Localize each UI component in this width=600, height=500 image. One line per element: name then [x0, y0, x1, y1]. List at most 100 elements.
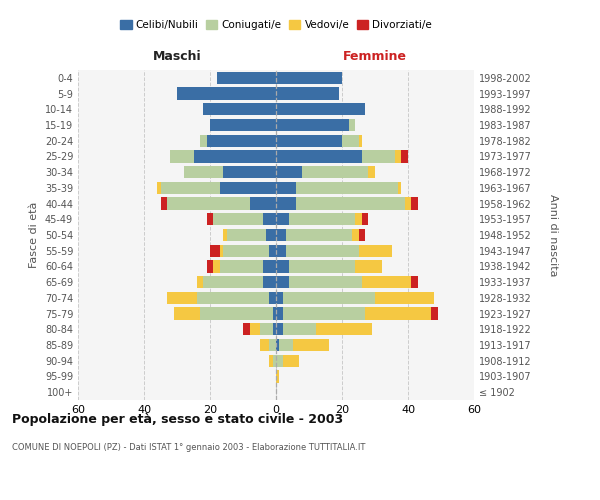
- Bar: [276, 166, 302, 178]
- Bar: [206, 213, 276, 226]
- Bar: [200, 308, 276, 320]
- Bar: [269, 339, 276, 351]
- Bar: [167, 198, 276, 209]
- Bar: [276, 292, 375, 304]
- Bar: [206, 134, 276, 147]
- Bar: [203, 103, 276, 116]
- Bar: [276, 323, 372, 336]
- Bar: [276, 244, 392, 257]
- Bar: [210, 119, 276, 131]
- Bar: [276, 370, 280, 382]
- Bar: [276, 339, 293, 351]
- Bar: [200, 134, 276, 147]
- Bar: [250, 323, 276, 336]
- Bar: [276, 103, 365, 116]
- Bar: [161, 182, 276, 194]
- Bar: [276, 119, 355, 131]
- Bar: [177, 88, 276, 100]
- Bar: [269, 354, 276, 367]
- Bar: [177, 88, 276, 100]
- Bar: [203, 276, 276, 288]
- Bar: [276, 229, 352, 241]
- Bar: [276, 119, 355, 131]
- Bar: [197, 276, 276, 288]
- Bar: [276, 134, 362, 147]
- Text: Popolazione per età, sesso e stato civile - 2003: Popolazione per età, sesso e stato civil…: [12, 412, 343, 426]
- Bar: [263, 260, 276, 272]
- Bar: [276, 72, 342, 84]
- Bar: [276, 134, 342, 147]
- Bar: [276, 198, 412, 209]
- Bar: [276, 244, 359, 257]
- Bar: [197, 276, 276, 288]
- Bar: [276, 370, 280, 382]
- Bar: [276, 354, 299, 367]
- Bar: [210, 119, 276, 131]
- Bar: [276, 182, 398, 194]
- Bar: [276, 88, 338, 100]
- Bar: [276, 213, 362, 226]
- Bar: [276, 339, 280, 351]
- Bar: [276, 134, 362, 147]
- Bar: [227, 229, 276, 241]
- Bar: [184, 166, 276, 178]
- Bar: [276, 166, 375, 178]
- Bar: [263, 213, 276, 226]
- Bar: [217, 72, 276, 84]
- Bar: [276, 260, 382, 272]
- Bar: [276, 276, 289, 288]
- Bar: [276, 229, 286, 241]
- Bar: [276, 150, 395, 162]
- Bar: [276, 292, 283, 304]
- Bar: [157, 182, 276, 194]
- Y-axis label: Fasce di età: Fasce di età: [29, 202, 39, 268]
- Bar: [276, 198, 404, 209]
- Text: Maschi: Maschi: [152, 50, 202, 64]
- Bar: [260, 323, 276, 336]
- Bar: [214, 213, 276, 226]
- Bar: [217, 72, 276, 84]
- Bar: [276, 292, 434, 304]
- Bar: [276, 166, 375, 178]
- Bar: [214, 213, 276, 226]
- Bar: [260, 339, 276, 351]
- Bar: [266, 229, 276, 241]
- Bar: [203, 103, 276, 116]
- Bar: [276, 182, 296, 194]
- Bar: [174, 308, 276, 320]
- Bar: [276, 323, 316, 336]
- Bar: [177, 88, 276, 100]
- Bar: [276, 103, 365, 116]
- Bar: [193, 150, 276, 162]
- Bar: [206, 260, 276, 272]
- Bar: [217, 72, 276, 84]
- Bar: [276, 119, 349, 131]
- Bar: [276, 244, 286, 257]
- Bar: [276, 150, 362, 162]
- Bar: [276, 323, 372, 336]
- Bar: [174, 308, 276, 320]
- Bar: [210, 119, 276, 131]
- Bar: [200, 134, 276, 147]
- Bar: [276, 354, 283, 367]
- Bar: [184, 166, 276, 178]
- Bar: [276, 260, 382, 272]
- Bar: [170, 150, 276, 162]
- Bar: [276, 229, 359, 241]
- Bar: [170, 150, 276, 162]
- Bar: [184, 166, 276, 178]
- Bar: [276, 72, 342, 84]
- Bar: [161, 198, 276, 209]
- Bar: [276, 229, 365, 241]
- Text: COMUNE DI NOEPOLI (PZ) - Dati ISTAT 1° gennaio 2003 - Elaborazione TUTTITALIA.IT: COMUNE DI NOEPOLI (PZ) - Dati ISTAT 1° g…: [12, 442, 365, 452]
- Bar: [243, 323, 276, 336]
- Bar: [276, 213, 368, 226]
- Bar: [272, 354, 276, 367]
- Bar: [276, 166, 368, 178]
- Text: Femmine: Femmine: [343, 50, 407, 64]
- Bar: [197, 292, 276, 304]
- Bar: [203, 103, 276, 116]
- Bar: [269, 354, 276, 367]
- Bar: [276, 213, 355, 226]
- Bar: [272, 308, 276, 320]
